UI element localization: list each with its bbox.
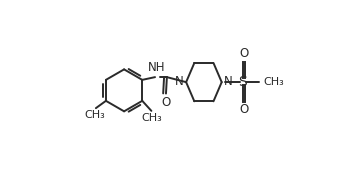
Text: O: O bbox=[239, 103, 249, 117]
Text: CH₃: CH₃ bbox=[264, 77, 284, 87]
Text: NH: NH bbox=[148, 61, 166, 74]
Text: N: N bbox=[175, 75, 184, 88]
Text: CH₃: CH₃ bbox=[85, 110, 105, 120]
Text: O: O bbox=[239, 47, 249, 60]
Text: O: O bbox=[161, 96, 171, 109]
Text: N: N bbox=[224, 75, 233, 88]
Text: CH₃: CH₃ bbox=[141, 113, 162, 123]
Text: S: S bbox=[238, 75, 247, 89]
